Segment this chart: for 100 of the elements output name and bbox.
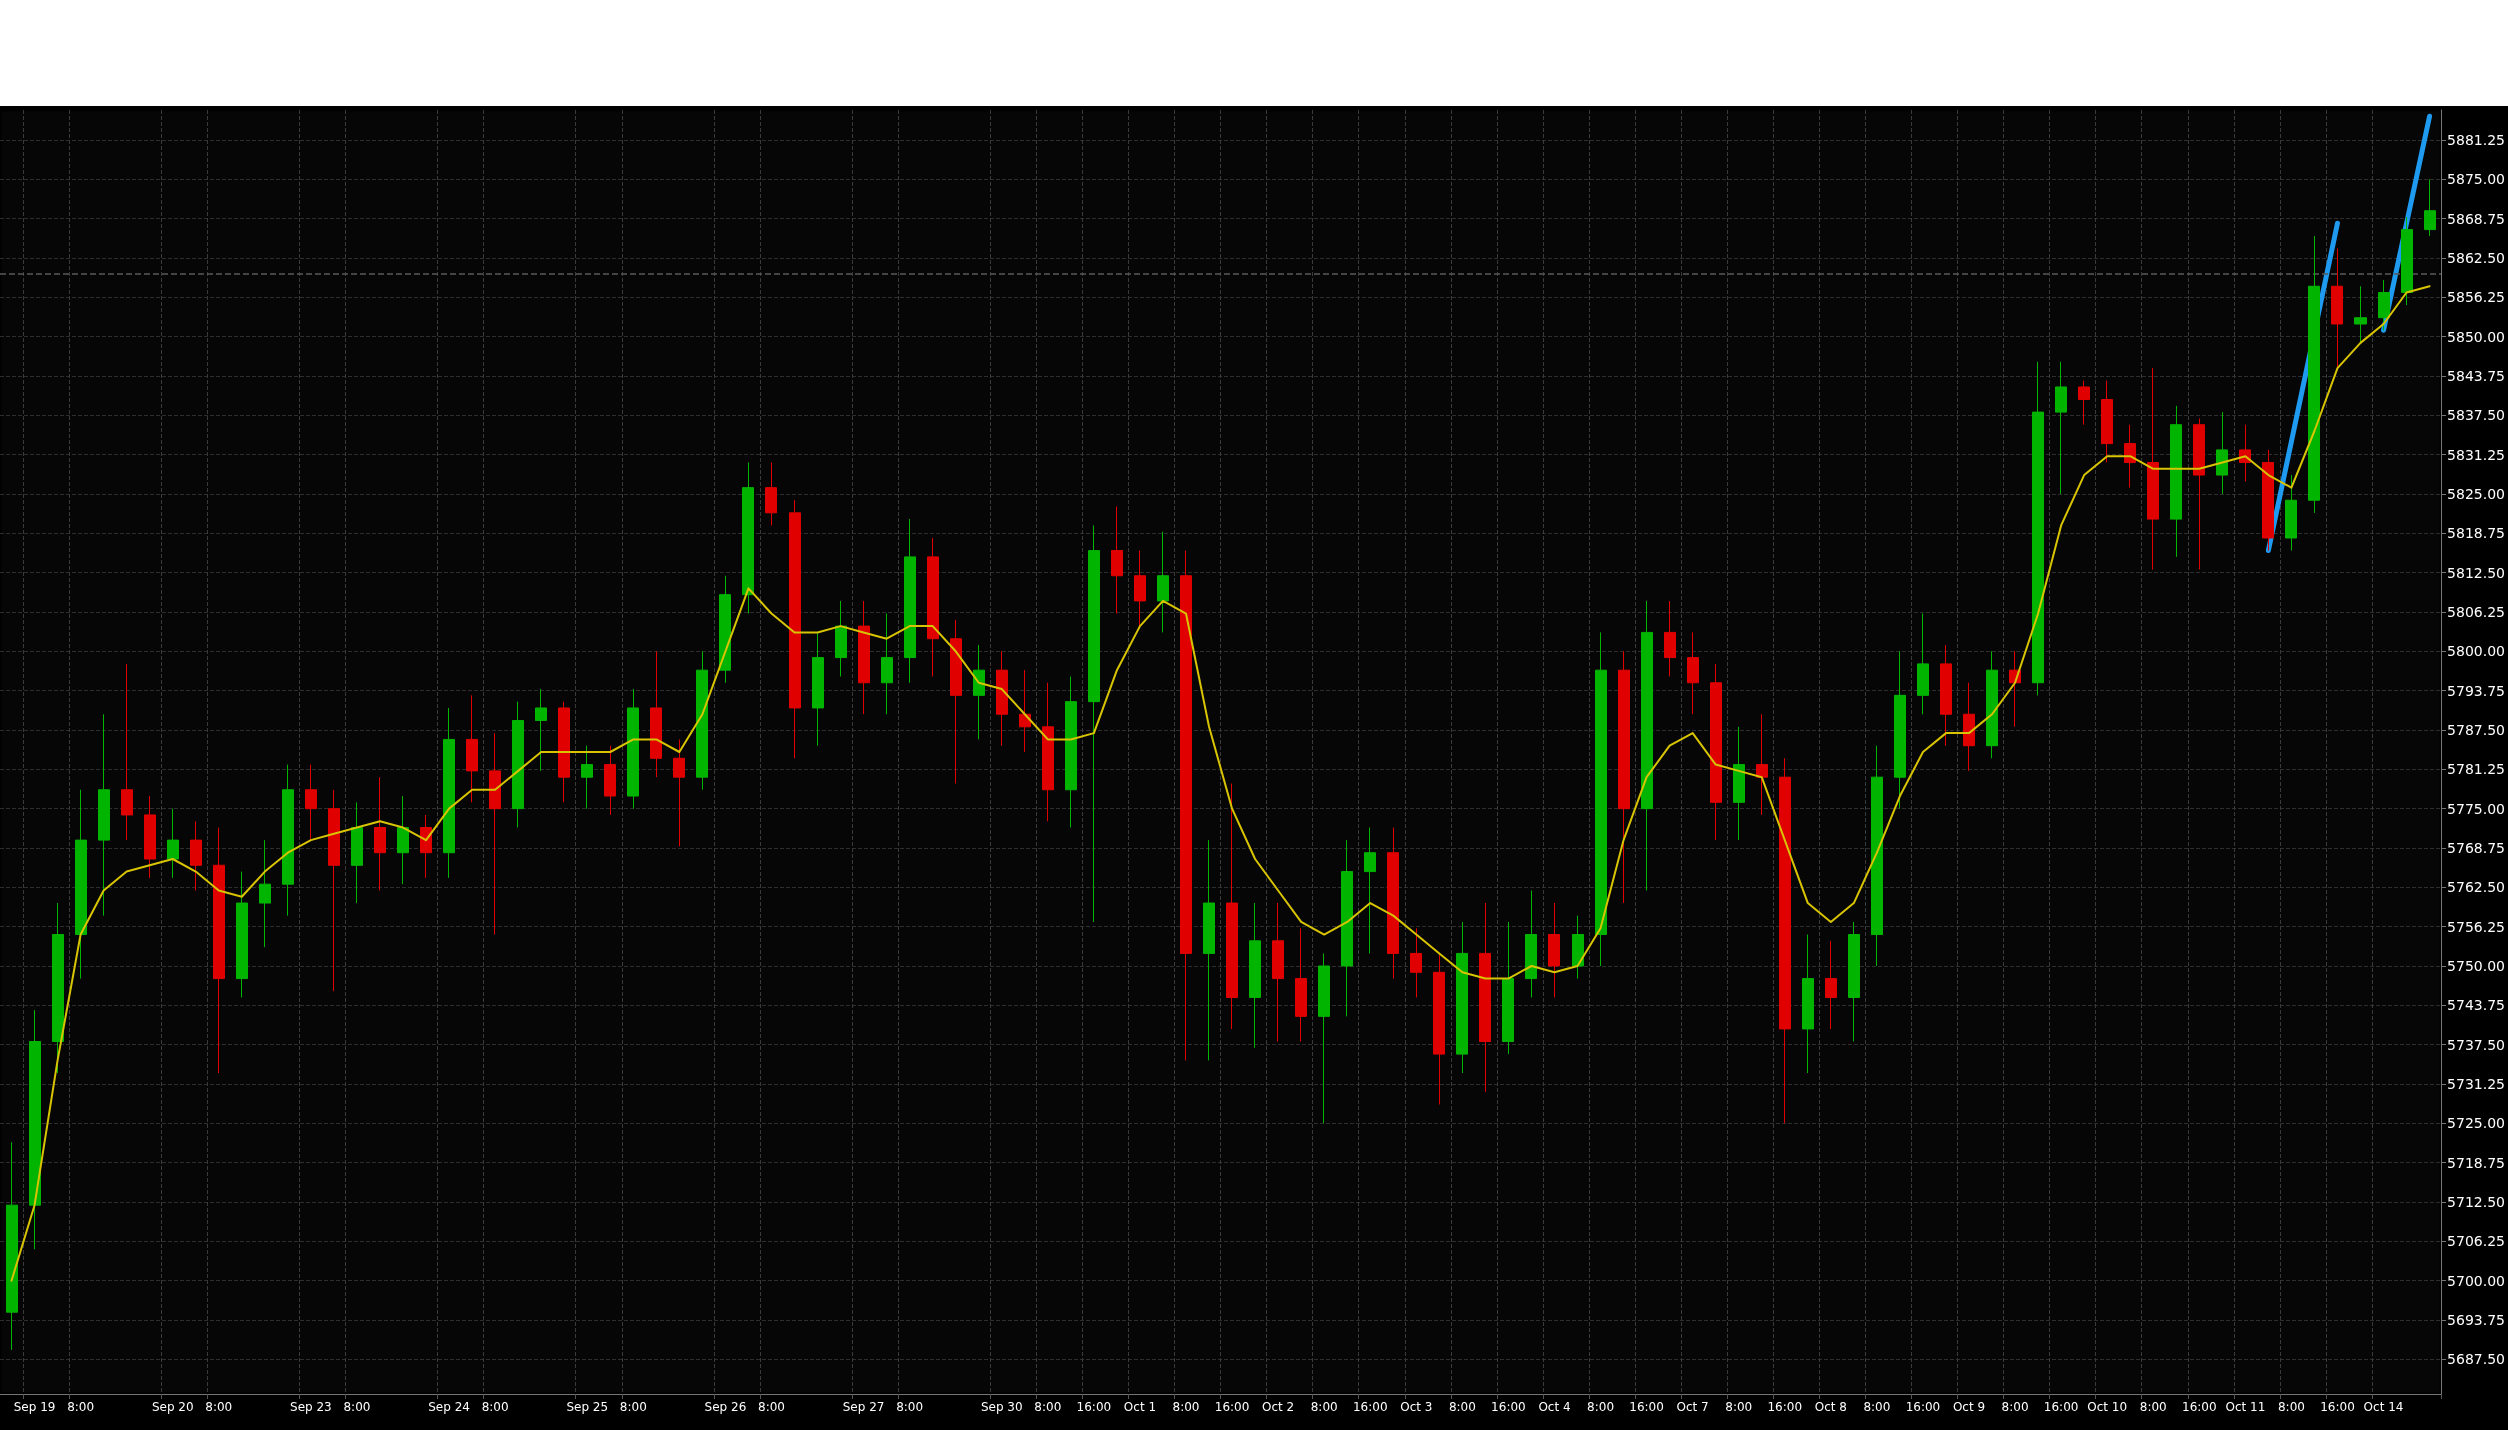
candlestick: [535, 688, 547, 772]
candlestick: [1502, 921, 1514, 1055]
candlestick: [950, 619, 962, 784]
candlestick: [1664, 600, 1676, 677]
y-tick-label: 5868.75: [2447, 210, 2506, 227]
candlestick: [466, 694, 478, 803]
candlestick: [673, 738, 685, 847]
candlestick: [650, 650, 662, 778]
x-tick-label: 16:00: [2320, 1400, 2355, 1414]
candlestick: [1088, 524, 1100, 923]
candlestick: [835, 600, 847, 677]
y-tick-label: 5756.25: [2447, 918, 2506, 935]
candlestick: [1548, 902, 1560, 998]
candlestick: [2308, 235, 2320, 514]
candlestick: [973, 644, 985, 740]
y-tick-label: 5862.50: [2447, 249, 2506, 266]
x-tick-label: 8:00: [343, 1400, 371, 1414]
x-tick-label: 8:00: [896, 1400, 924, 1414]
candlestick: [904, 518, 916, 684]
candlestick: [2354, 285, 2367, 344]
candlestick: [1802, 934, 1814, 1074]
candlestick: [489, 732, 501, 936]
candlestick: [1894, 650, 1906, 810]
x-tick-label: 16:00: [2043, 1400, 2079, 1414]
candlestick: [1848, 921, 1860, 1043]
candlestick: [1065, 675, 1077, 829]
candlestick: [1249, 902, 1261, 1049]
y-tick-label: 5793.75: [2447, 682, 2506, 699]
candlestick: [2170, 405, 2182, 558]
x-tick-label: 8:00: [1034, 1400, 1062, 1414]
x-tick-label: 16:00: [1767, 1400, 1803, 1414]
candlestick: [1940, 644, 1952, 747]
candlestick: [236, 871, 248, 998]
candlestick: [1986, 650, 1998, 759]
candlestick: [2147, 367, 2159, 570]
x-tick-label: Sep 24: [428, 1400, 470, 1414]
x-tick-label: Oct 3: [1400, 1400, 1433, 1414]
x-tick-label: Oct 11: [2225, 1400, 2266, 1414]
candlestick: [2216, 411, 2228, 495]
candlestick: [2032, 361, 2044, 696]
y-tick-label: 5831.25: [2447, 446, 2506, 463]
candlestick: [1134, 550, 1146, 627]
candlestick: [305, 764, 317, 841]
candlestick: [2378, 279, 2390, 331]
candlestick: [1456, 921, 1468, 1074]
x-tick-label: 16:00: [1214, 1400, 1250, 1414]
x-tick-label: 8:00: [1863, 1400, 1891, 1414]
x-tick-label: 8:00: [1448, 1400, 1476, 1414]
candlestick: [1687, 631, 1699, 715]
candlestick: [719, 575, 731, 684]
x-tick-label: Sep 19: [13, 1400, 56, 1414]
x-tick-label: 8:00: [1172, 1400, 1200, 1414]
y-tick-label: 5725.00: [2447, 1115, 2506, 1132]
candlestick: [1433, 952, 1445, 1105]
x-tick-label: Oct 14: [2363, 1400, 2404, 1414]
x-tick-label: Sep 20: [151, 1400, 194, 1414]
candlestick: [144, 795, 156, 879]
y-tick-label: 5775.00: [2447, 800, 2506, 817]
candlestick: [443, 707, 455, 879]
candlestick: [98, 713, 110, 917]
candlestick: [2285, 474, 2297, 552]
x-tick-label: Sep 25: [566, 1400, 609, 1414]
y-tick-label: 5781.25: [2447, 761, 2506, 778]
candlestick: [1572, 915, 1584, 980]
y-tick-label: 5737.50: [2447, 1036, 2506, 1053]
candlestick: [259, 839, 271, 948]
x-tick-label: 8:00: [1310, 1400, 1338, 1414]
y-tick-label: 5843.75: [2447, 367, 2506, 384]
candlestick: [1410, 927, 1422, 998]
x-tick-label: 16:00: [2182, 1400, 2217, 1414]
candlestick: [812, 631, 824, 747]
candlestick: [167, 808, 179, 879]
candlestick: [1111, 506, 1123, 615]
candlestick: [1595, 631, 1607, 967]
candlestick: [512, 701, 524, 829]
candlestick: [927, 537, 939, 677]
y-tick-label: 5687.50: [2447, 1351, 2506, 1368]
candlestick: [1157, 531, 1169, 633]
x-tick-label: 8:00: [205, 1400, 233, 1414]
x-tick-label: 16:00: [1076, 1400, 1112, 1414]
candlestick: [190, 820, 202, 891]
candlestick: [1825, 940, 1837, 1030]
y-tick-label: 5768.75: [2447, 839, 2506, 856]
candlestick: [2262, 449, 2274, 552]
candlestick: [627, 688, 639, 810]
x-tick-label: Oct 10: [2087, 1400, 2128, 1414]
candlestick: [1203, 839, 1215, 1061]
candlestick: [1226, 782, 1238, 1030]
candlestick: [742, 461, 754, 615]
candlestick: [1479, 902, 1491, 1093]
x-tick-label: 8:00: [481, 1400, 509, 1414]
candlestick: [858, 600, 870, 715]
x-tick-label: Oct 1: [1123, 1400, 1157, 1414]
x-tick-label: 8:00: [619, 1400, 647, 1414]
candlestick: [789, 499, 801, 759]
candlestick: [213, 827, 225, 1074]
y-tick-label: 5818.75: [2447, 525, 2506, 542]
x-tick-label: 16:00: [1352, 1400, 1388, 1414]
x-tick-label: 8:00: [2139, 1400, 2167, 1414]
candlestick: [2331, 247, 2343, 369]
